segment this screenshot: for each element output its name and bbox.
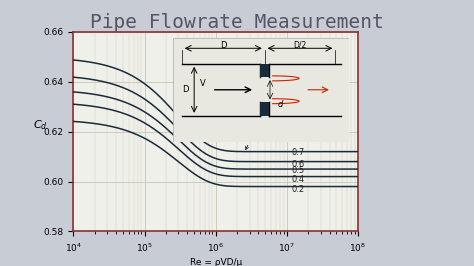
Text: Pipe Flowrate Measurement: Pipe Flowrate Measurement	[90, 13, 384, 32]
Text: 0.2: 0.2	[291, 185, 304, 194]
Text: 0.7: 0.7	[291, 148, 304, 157]
Text: 0.4: 0.4	[291, 174, 304, 184]
Text: 0.5: 0.5	[291, 166, 304, 175]
X-axis label: Re = ρVD/μ: Re = ρVD/μ	[190, 258, 242, 266]
Text: 0.6: 0.6	[291, 160, 304, 169]
Y-axis label: $C_d$: $C_d$	[34, 118, 48, 132]
Text: $\beta = \frac{d}{D} = 0.7$: $\beta = \frac{d}{D} = 0.7$	[234, 124, 275, 149]
